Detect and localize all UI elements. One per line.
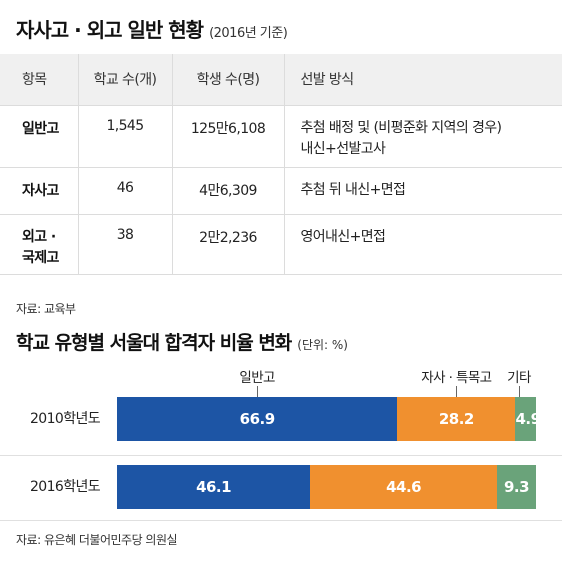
category-label: 2016학년도	[30, 479, 101, 495]
table-title: 자사고 · 외고 일반 현황 (2016년 기준)	[16, 14, 288, 43]
table-source: 자료: 교육부	[16, 302, 76, 316]
table-row: 일반고 1,545 125만6,108 추첨 배정 및 (비평준화 지역의 경우…	[0, 105, 562, 168]
row-method: 영어내신+면접	[283, 214, 562, 275]
chart-unit: (단위: %)	[297, 338, 348, 352]
chart-title: 학교 유형별 서울대 합격자 비율 변화 (단위: %)	[16, 328, 348, 355]
header-selection-method: 선발 방식	[283, 54, 562, 106]
bar-segment-special: 44.6	[310, 465, 498, 509]
table-header-row: 항목 학교 수(개) 학생 수(명) 선발 방식	[0, 54, 562, 106]
row-method: 추첨 뒤 내신+면접	[283, 167, 562, 215]
bar-segment-other: 4.9	[515, 397, 536, 441]
row-schools: 1,545	[77, 105, 172, 168]
header-school-count: 학교 수(개)	[77, 54, 172, 106]
method-line: 추첨 배정 및 (비평준화 지역의 경우)	[300, 119, 503, 136]
bar-segment-general: 66.9	[117, 397, 398, 441]
row-students: 2만2,236	[171, 214, 284, 275]
legend-tick	[257, 386, 258, 397]
bar-segment-general: 46.1	[117, 465, 311, 509]
legend-tick	[456, 386, 457, 397]
type-line: 국제고	[22, 249, 59, 266]
row-type: 일반고	[0, 105, 78, 168]
row-schools: 46	[77, 167, 172, 215]
method-line: 내신+선발고사	[300, 140, 386, 157]
table-title-text: 자사고 · 외고 일반 현황	[16, 18, 204, 42]
row-students: 4만6,309	[171, 167, 284, 215]
legend-general: 일반고	[239, 370, 275, 386]
header-item: 항목	[0, 54, 78, 106]
row-divider	[0, 455, 562, 456]
category-label: 2010학년도	[30, 411, 101, 427]
row-type: 자사고	[0, 167, 78, 215]
bar-segment-other: 9.3	[497, 465, 536, 509]
type-line: 외고 ·	[22, 228, 56, 245]
bar-row: 2016학년도 46.1 44.6 9.3	[0, 465, 562, 509]
row-students: 125만6,108	[171, 105, 284, 168]
legend-tick	[519, 386, 520, 397]
row-divider	[0, 520, 562, 521]
table-row: 외고 · 국제고 38 2만2,236 영어내신+면접	[0, 214, 562, 275]
table-row: 자사고 46 4만6,309 추첨 뒤 내신+면접	[0, 167, 562, 215]
bar-segment-special: 28.2	[397, 397, 516, 441]
bar-row: 2010학년도 66.9 28.2 4.9	[0, 397, 562, 441]
chart-source: 자료: 유은혜 더불어민주당 의원실	[16, 533, 178, 547]
legend-other: 기타	[507, 370, 531, 386]
method-line: 영어내신+면접	[300, 228, 386, 245]
method-line: 추첨 뒤 내신+면접	[300, 181, 406, 198]
row-method: 추첨 배정 및 (비평준화 지역의 경우) 내신+선발고사	[283, 105, 562, 168]
header-student-count: 학생 수(명)	[171, 54, 284, 106]
row-schools: 38	[77, 214, 172, 275]
legend-special: 자사 · 특목고	[421, 370, 492, 386]
status-table: 항목 학교 수(개) 학생 수(명) 선발 방식 일반고 1,545 125만6…	[0, 54, 562, 275]
row-type: 외고 · 국제고	[0, 214, 78, 275]
table-title-note: (2016년 기준)	[209, 26, 288, 41]
chart-title-text: 학교 유형별 서울대 합격자 비율 변화	[16, 332, 292, 354]
